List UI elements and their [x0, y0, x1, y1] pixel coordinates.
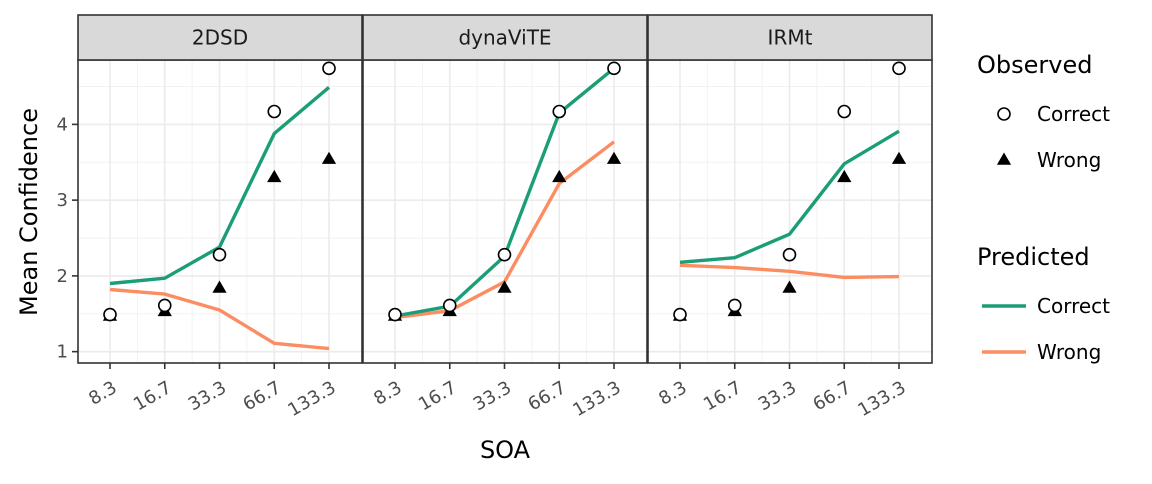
facet-strip-label: 2DSD — [192, 26, 248, 50]
observed-correct-point — [442, 298, 457, 313]
predicted-correct-line — [109, 86, 331, 286]
x-tick-label: 16.7 — [700, 377, 745, 415]
observed-wrong-point — [782, 280, 797, 293]
x-tick-label: 16.7 — [415, 377, 460, 415]
x-tick-label: 33.3 — [470, 377, 515, 415]
observed-wrong-point — [891, 151, 907, 164]
observed-wrong-point — [837, 169, 852, 183]
observed-correct-point — [607, 61, 621, 76]
x-tick-label: 16.7 — [130, 377, 175, 415]
legend-predicted-wrong-label: Wrong — [1037, 340, 1101, 364]
x-tick-label: 8.3 — [85, 377, 120, 410]
observed-correct-point — [837, 104, 852, 119]
facet-strip-label: IRMt — [768, 26, 813, 50]
observed-correct-point — [157, 298, 172, 313]
predicted-wrong-line — [109, 287, 330, 351]
legend-observed-wrong-symbol — [996, 152, 1012, 165]
y-axis-title: Mean Confidence — [15, 108, 43, 316]
legend-predicted-title: Predicted — [977, 243, 1090, 271]
y-tick-label: 1 — [57, 342, 68, 363]
facet-strip — [362, 14, 648, 61]
predicted-correct-line — [679, 129, 900, 264]
observed-wrong-point — [497, 280, 512, 293]
observed-correct-point — [267, 104, 282, 119]
y-tick-label: 4 — [57, 114, 68, 135]
predicted-wrong-line — [679, 263, 900, 280]
legend-observed-correct-label: Correct — [1037, 102, 1110, 126]
x-tick-label: 66.7 — [810, 377, 855, 415]
observed-correct-point — [497, 247, 512, 262]
observed-correct-point — [103, 307, 117, 322]
facet-strip — [647, 14, 933, 61]
legend-observed-wrong-label: Wrong — [1037, 148, 1101, 172]
x-tick-label: 33.3 — [755, 377, 800, 415]
observed-correct-point — [212, 247, 227, 262]
x-tick-label: 66.7 — [240, 377, 285, 415]
observed-wrong-point — [321, 151, 337, 164]
x-tick-label: 133.3 — [569, 377, 624, 421]
x-tick-label: 133.3 — [284, 377, 339, 421]
legend-predicted-correct-label: Correct — [1037, 294, 1110, 318]
x-tick-label: 33.3 — [185, 377, 230, 415]
observed-wrong-point — [552, 169, 567, 183]
x-tick-label: 133.3 — [854, 377, 909, 421]
x-tick-label: 66.7 — [525, 377, 570, 415]
observed-correct-point — [388, 307, 402, 322]
observed-wrong-point — [212, 280, 227, 293]
y-tick-label: 2 — [57, 266, 68, 287]
x-tick-label: 8.3 — [370, 377, 405, 410]
observed-correct-point — [892, 61, 906, 76]
observed-correct-point — [727, 298, 742, 313]
y-tick-label: 3 — [57, 190, 68, 211]
x-tick-label: 8.3 — [655, 377, 690, 410]
facet-strip-label: dynaViTE — [458, 26, 551, 50]
observed-wrong-point — [267, 169, 282, 183]
observed-wrong-point — [606, 151, 622, 164]
observed-correct-point — [322, 61, 336, 76]
observed-correct-point — [552, 104, 567, 119]
legend-observed-correct-symbol — [997, 107, 1011, 121]
observed-correct-point — [673, 307, 687, 322]
legend-observed-title: Observed — [977, 51, 1092, 79]
x-axis-title: SOA — [480, 436, 531, 464]
observed-correct-point — [782, 247, 797, 262]
facet-strip — [77, 14, 363, 61]
